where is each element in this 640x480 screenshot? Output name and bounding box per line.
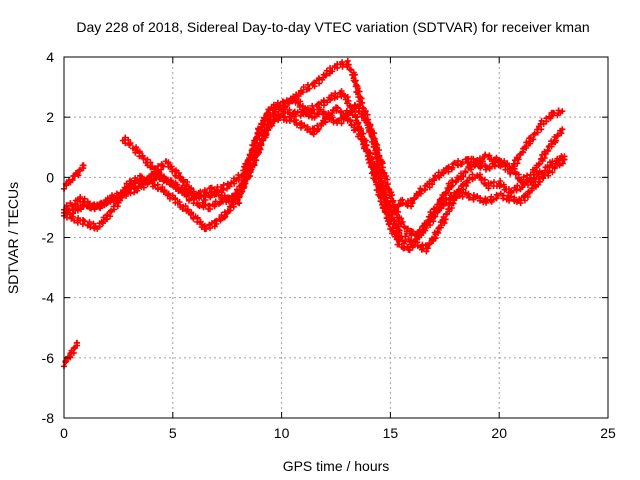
data-series: [61, 57, 568, 370]
x-tick-label: 0: [60, 425, 68, 441]
x-tick-label: 15: [383, 425, 399, 441]
series-trace-4: [119, 94, 566, 239]
y-tick-label: -8: [42, 410, 55, 426]
series-plus-markers: [61, 104, 568, 248]
series-trace-3: [61, 104, 568, 248]
y-tick-label: -6: [42, 350, 55, 366]
x-tick-label: 10: [274, 425, 290, 441]
y-axis-label: SDTVAR / TECUs: [5, 182, 21, 294]
x-tick-label: 20: [491, 425, 507, 441]
y-tick-label: 2: [46, 109, 54, 125]
series-plus-markers: [61, 57, 566, 218]
series-trace-1: [61, 57, 566, 218]
x-tick-label: 5: [169, 425, 177, 441]
chart-title: Day 228 of 2018, Sidereal Day-to-day VTE…: [76, 19, 589, 35]
series-plus-markers: [119, 94, 566, 239]
y-tick-label: 0: [46, 169, 54, 185]
axis-ticks: 0 5 10 15 20 25 -8 -6 -4 -2 0 2 4: [42, 49, 616, 441]
y-tick-label: 4: [46, 49, 54, 65]
x-axis-label: GPS time / hours: [283, 458, 390, 474]
y-tick-label: -4: [42, 290, 55, 306]
y-tick-label: -2: [42, 230, 55, 246]
x-tick-label: 25: [600, 425, 616, 441]
